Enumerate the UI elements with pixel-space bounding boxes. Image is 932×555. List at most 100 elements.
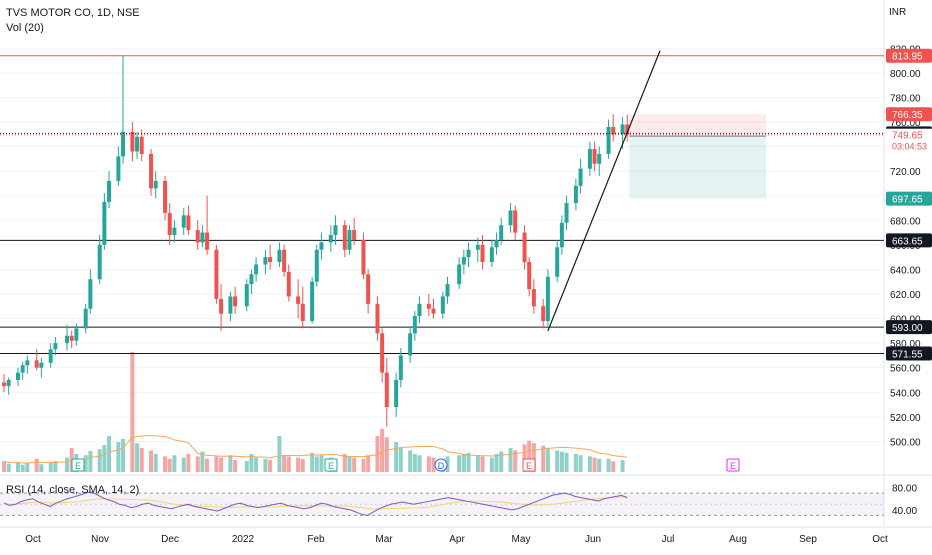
candle-body [328, 235, 333, 243]
candle-body [121, 131, 126, 157]
candle-body [489, 247, 494, 263]
candle-body [181, 215, 186, 228]
event-marker-label: E [75, 461, 81, 471]
x-tick-label: Aug [729, 534, 747, 545]
volume-bar [34, 458, 39, 472]
rsi-ma-line [3, 496, 628, 510]
volume-bar [39, 464, 44, 472]
volume-bar [412, 454, 417, 472]
level-price-tag: 663.65 [892, 236, 923, 247]
position-target-zone [629, 136, 766, 199]
level-price-tag: 571.55 [892, 350, 923, 361]
candle-body [513, 210, 518, 233]
candle-body [597, 153, 602, 164]
candle-body [219, 298, 224, 314]
volume-bar [461, 454, 466, 472]
y-tick-label: 680.00 [890, 216, 921, 227]
volume-bar [277, 436, 282, 472]
y-tick-label: 560.00 [890, 364, 921, 375]
candle-body [412, 316, 417, 334]
candle-body [200, 232, 205, 243]
candle-body [314, 249, 319, 282]
candle-body [466, 249, 471, 258]
x-tick-label: Oct [25, 534, 41, 545]
candle-body [494, 239, 499, 248]
earnings-marker [71, 458, 85, 472]
rsi-tick-label: 40.00 [892, 506, 917, 517]
volume-bar [97, 449, 102, 472]
candle-body [564, 203, 569, 223]
x-tick-label: Sep [799, 534, 817, 545]
candle-body [16, 372, 21, 380]
volume-bar [263, 458, 268, 472]
volume-bar [319, 455, 324, 472]
volume-bar [559, 451, 564, 472]
candle-body [620, 124, 625, 135]
volume-bar [181, 457, 186, 472]
candle-body [296, 296, 301, 304]
candle-body [440, 296, 445, 314]
candle-body [286, 271, 291, 297]
dividend-marker [434, 458, 448, 472]
candle-body [347, 230, 352, 250]
volume-bar [426, 456, 431, 472]
candle-body [39, 362, 44, 368]
candle-body [475, 244, 480, 250]
candle-body [214, 249, 219, 299]
candle-body [431, 308, 436, 314]
volume-bar [541, 445, 546, 472]
candle-body [541, 306, 546, 322]
candle-body [167, 212, 172, 236]
volume-bar [620, 460, 625, 472]
x-tick-label: May [512, 534, 531, 545]
event-marker-label: E [730, 461, 736, 471]
volume-bar [531, 443, 536, 472]
candle-body [499, 225, 504, 240]
candle-body [625, 124, 630, 135]
candle-body [97, 244, 102, 280]
volume-bar [172, 455, 177, 472]
volume-bar [499, 451, 504, 472]
volume-bar [489, 457, 494, 472]
price-tag: 697.65 [892, 195, 923, 206]
volume-bar [522, 444, 527, 472]
volume-bar [445, 456, 450, 472]
level-price-tag: 593.00 [892, 323, 923, 334]
candle-body [69, 335, 74, 341]
volume-bar [163, 456, 168, 472]
volume-bar [65, 457, 70, 472]
candle-body [461, 257, 466, 265]
volume-bar [480, 456, 485, 472]
candle-body [130, 131, 135, 152]
candle-body [508, 210, 513, 226]
x-tick-label: 2022 [232, 534, 255, 545]
volume-bar [167, 458, 172, 472]
candle-body [457, 264, 462, 285]
volume-bar [53, 461, 58, 472]
y-tick-label: 500.00 [890, 437, 921, 448]
volume-bar [149, 450, 154, 472]
candle-body [342, 225, 347, 250]
candle-body [592, 149, 597, 164]
candle-body [417, 303, 422, 317]
candle-body [153, 180, 158, 189]
x-tick-label: Dec [161, 534, 179, 545]
volume-bar [219, 457, 224, 472]
candle-body [573, 185, 578, 204]
y-tick-label: 520.00 [890, 413, 921, 424]
candle-body [375, 303, 380, 334]
volume-bar [83, 455, 88, 472]
volume-bar [417, 455, 422, 472]
volume-bar [214, 456, 219, 472]
price-tag-bg [886, 191, 932, 206]
candle-body [384, 372, 389, 408]
candle-body [53, 343, 58, 350]
candle-body [48, 349, 53, 363]
candle-body [163, 180, 168, 213]
volume-bar [107, 436, 112, 472]
volume-bar [205, 458, 210, 472]
x-tick-label: Mar [375, 534, 393, 545]
candle-body [254, 264, 259, 275]
